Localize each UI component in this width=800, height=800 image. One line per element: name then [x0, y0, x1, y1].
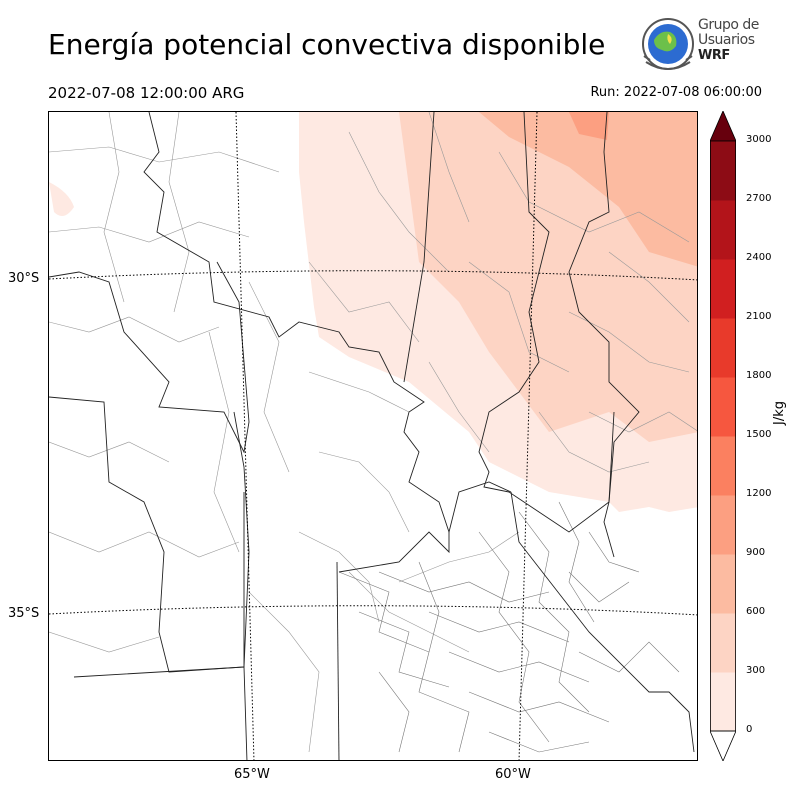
colorbar-swatch — [710, 672, 736, 732]
colorbar-tick-label: 2700 — [746, 193, 772, 204]
colorbar-swatch — [710, 495, 736, 555]
logo-line-3: WRF — [698, 48, 730, 63]
cape-map — [48, 111, 698, 761]
cape-shading — [49, 112, 697, 512]
colorbar-swatches — [709, 109, 737, 763]
graticule — [49, 112, 697, 760]
colorbar-swatch — [710, 613, 736, 673]
valid-time-label: 2022-07-08 12:00:00 ARG — [48, 84, 245, 102]
run-time-label: Run: 2022-07-08 06:00:00 — [590, 85, 762, 100]
lon-label-60w: 60°W — [495, 767, 531, 782]
colorbar-tick-label: 2100 — [746, 311, 772, 322]
logo-line-1: Grupo de — [698, 17, 759, 33]
colorbar-swatch — [710, 554, 736, 614]
globe-seal-icon — [642, 18, 694, 70]
colorbar-tick-label: 2400 — [746, 252, 772, 263]
province-boundaries — [49, 112, 695, 760]
colorbar-swatch — [710, 377, 736, 437]
colorbar-tick-label: 900 — [746, 547, 766, 558]
colorbar-swatch — [710, 200, 736, 260]
colorbar-tick-label: 1500 — [746, 429, 772, 440]
map-canvas — [49, 112, 697, 760]
buenos-aires-partidos — [338, 501, 680, 753]
colorbar-unit: J/kg — [772, 401, 787, 425]
page-title: Energía potencial convectiva disponible — [48, 28, 606, 61]
colorbar-swatch — [710, 259, 736, 319]
colorbar-tick-label: 1200 — [746, 488, 772, 499]
colorbar-extend-max — [709, 109, 737, 142]
lon-label-65w: 65°W — [234, 767, 270, 782]
colorbar-extend-min — [709, 730, 737, 763]
department-boundaries — [49, 112, 697, 753]
colorbar-tick-label: 300 — [746, 665, 766, 676]
grupo-usuarios-wrf-logo: Grupo de Usuarios WRF — [640, 16, 760, 74]
colorbar-tick-label: 0 — [746, 724, 753, 735]
colorbar-swatch — [710, 318, 736, 378]
colorbar-swatch — [710, 141, 736, 201]
colorbar-tick-label: 1800 — [746, 370, 772, 381]
colorbar-tick-label: 3000 — [746, 134, 772, 145]
lat-label-30s: 30°S — [8, 271, 40, 286]
colorbar-frame — [710, 140, 737, 732]
lat-label-35s: 35°S — [8, 606, 40, 621]
colorbar-swatch — [710, 436, 736, 496]
colorbar — [709, 109, 737, 763]
colorbar-tick-label: 600 — [746, 606, 766, 617]
logo-line-2: Usuarios — [698, 32, 755, 48]
